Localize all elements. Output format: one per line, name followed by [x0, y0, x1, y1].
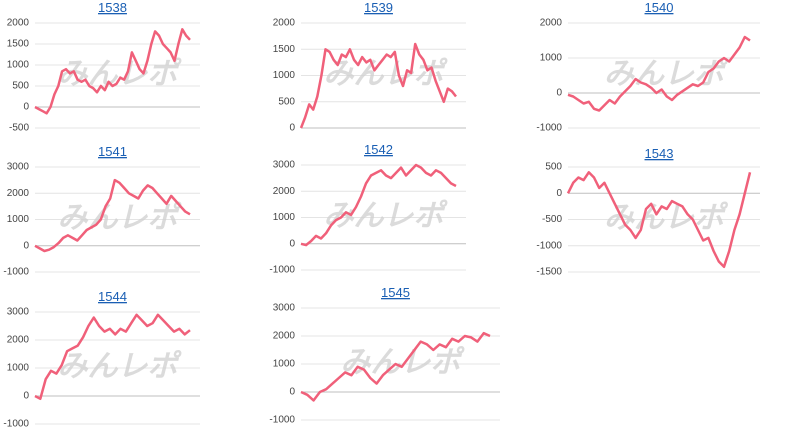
y-tick-label: 1000	[7, 214, 30, 225]
y-tick-label: 2000	[273, 331, 296, 342]
y-tick-label: 0	[23, 391, 29, 402]
y-tick-label: 500	[545, 162, 562, 173]
y-tick-label: 1000	[273, 212, 296, 223]
watermark: みんレポ	[324, 199, 449, 232]
y-tick-label: 3000	[7, 307, 30, 318]
y-tick-label: 2000	[273, 186, 296, 197]
y-tick-label: -1500	[536, 267, 562, 278]
y-tick-label: 2000	[540, 18, 563, 29]
chart-title[interactable]: 1542	[364, 142, 393, 157]
y-tick-label: 0	[289, 238, 295, 249]
y-tick-label: 2000	[273, 18, 296, 29]
data-line	[300, 163, 457, 247]
y-tick-label: -1000	[536, 240, 562, 251]
watermark: みんレポ	[324, 57, 449, 90]
y-tick-label: -500	[9, 123, 29, 134]
chart-panel: 1538 -500 0 500 1000 1500 2000 みんレポ	[7, 0, 200, 134]
y-tick-label: 2000	[7, 335, 30, 346]
y-tick-label: 3000	[7, 162, 30, 173]
y-tick-label: 0	[289, 387, 295, 398]
data-line	[567, 35, 751, 112]
chart-panel: 1541 -1000 0 1000 2000 3000 みんレポ	[3, 144, 200, 278]
chart-panel: 1539 0 500 1000 1500 2000 みんレポ	[273, 0, 466, 134]
y-tick-label: -1000	[269, 265, 295, 276]
y-tick-label: 2000	[7, 188, 30, 199]
data-line	[34, 313, 191, 401]
y-tick-label: 0	[23, 240, 29, 251]
watermark: みんレポ	[341, 346, 466, 379]
y-tick-label: 500	[278, 96, 295, 107]
data-line	[566, 171, 752, 269]
watermark: みんレポ	[604, 57, 729, 90]
y-tick-label: 1000	[273, 70, 296, 81]
y-tick-label: -1000	[269, 415, 295, 426]
chart-panel: 1543 -1500 -1000 -500 0 500 みんレポ	[536, 146, 760, 278]
chart-title[interactable]: 1541	[98, 144, 127, 159]
chart-panel: 1544 -1000 0 1000 2000 3000 みんレポ	[3, 289, 200, 430]
y-tick-label: -1000	[3, 267, 29, 278]
chart-panel: 1545 -1000 0 1000 2000 3000 みんレポ	[269, 285, 500, 426]
watermark: みんレポ	[58, 57, 183, 90]
y-tick-label: 1000	[7, 60, 30, 71]
watermark: みんレポ	[58, 201, 183, 234]
y-tick-label: 1000	[540, 53, 563, 64]
y-tick-label: -500	[542, 214, 562, 225]
data-line	[34, 28, 191, 115]
chart-panel: 1540 -1000 0 1000 2000 みんレポ	[536, 0, 760, 134]
chart-title[interactable]: 1543	[645, 146, 674, 161]
y-tick-label: 1500	[273, 44, 296, 55]
y-tick-label: 0	[556, 188, 562, 199]
data-line	[34, 178, 191, 253]
watermark: みんレポ	[604, 201, 729, 234]
y-tick-label: 0	[289, 123, 295, 134]
chart-title[interactable]: 1545	[381, 285, 410, 300]
chart-title[interactable]: 1538	[98, 0, 127, 15]
y-tick-label: 1500	[7, 39, 30, 50]
chart-title[interactable]: 1539	[364, 0, 393, 15]
y-tick-label: 3000	[273, 303, 296, 314]
watermark: みんレポ	[58, 350, 183, 383]
y-tick-label: 3000	[273, 160, 296, 171]
chart-title[interactable]: 1544	[98, 289, 127, 304]
y-tick-label: 500	[12, 81, 29, 92]
y-tick-label: 0	[556, 88, 562, 99]
data-line	[299, 42, 457, 129]
y-tick-label: 0	[23, 102, 29, 113]
chart-title[interactable]: 1540	[645, 0, 674, 15]
data-line	[300, 331, 491, 402]
y-tick-label: 1000	[7, 363, 30, 374]
y-tick-label: 1000	[273, 359, 296, 370]
chart-panel: 1542 -1000 0 1000 2000 3000 みんレポ	[269, 142, 466, 276]
y-tick-label: -1000	[3, 419, 29, 430]
y-tick-label: -1000	[536, 123, 562, 134]
y-tick-label: 2000	[7, 18, 30, 29]
